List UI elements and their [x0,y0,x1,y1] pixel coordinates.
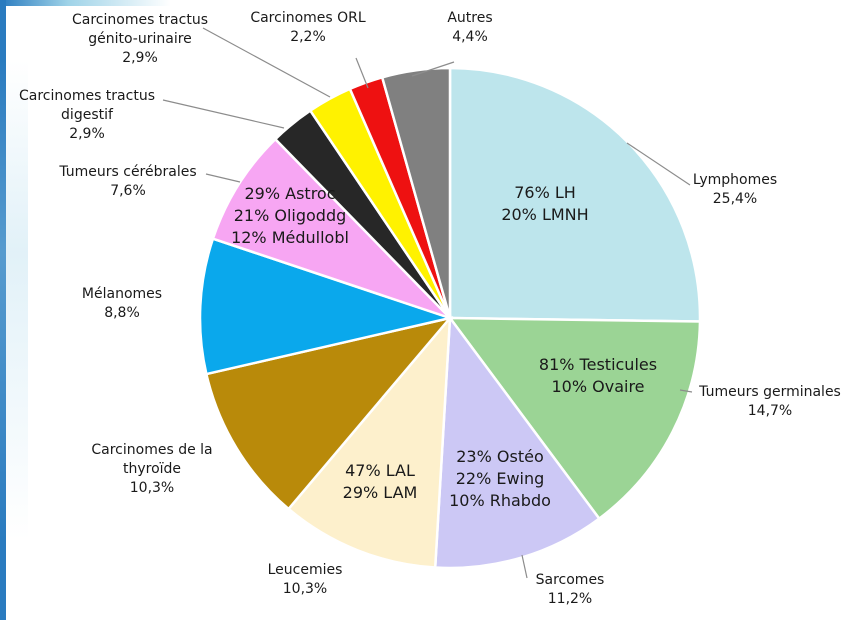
breakdown-line-germinales-2: 10% Ovaire [551,377,644,396]
breakdown-line-germinales-1: 81% Testicules [539,355,657,374]
slice-breakdown-sarcomes: 23% Ostéo 22% Ewing 10% Rhabdo [449,447,551,510]
slide-left-decoration [0,60,28,540]
breakdown-line-lymphomes-2: 20% LMNH [501,205,588,224]
slice-name-leucemies: Leucemies [268,562,343,578]
slice-percent-sarcomes: 11,2% [548,591,592,607]
slice-percent-genito: 2,9% [122,50,158,66]
slice-name-genito-line-1: Carcinomes tractus [72,12,208,28]
slice-percent-cerebrales: 7,6% [110,183,146,199]
leader-line-sarcomes [521,554,528,579]
slice-name-orl: Carcinomes ORL [250,10,366,26]
slice-breakdown-cerebrales: 29% Astroc 21% Oligoddg 12% Médullobl [231,184,349,247]
breakdown-line-leucemies-2: 29% LAM [343,483,418,502]
slice-percent-melanomes: 8,8% [104,305,140,321]
slice-percent-digestif: 2,9% [69,126,105,142]
leader-line-lymphomes [626,142,691,186]
slice-name-autres: Autres [447,10,492,26]
slice-name-cerebrales: Tumeurs cérébrales [58,164,196,180]
slice-breakdown-germinales: 81% Testicules 10% Ovaire [539,355,657,396]
slice-name-lymphomes: Lymphomes [693,172,777,188]
breakdown-line-cerebrales-3: 12% Médullobl [231,228,349,247]
slice-label-lymphomes: Lymphomes 25,4% [693,172,777,207]
slice-name-genito-line-2: génito-urinaire [88,31,192,47]
slice-label-thyroide: Carcinomes de la thyroïde 10,3% [91,442,212,496]
slice-name-thyroide-line-2: thyroïde [123,461,181,477]
pie-slice-lymphomes [448,66,702,323]
leader-line-orl [355,57,369,89]
breakdown-line-leucemies-1: 47% LAL [345,461,415,480]
pie-slice-germinales [447,316,702,521]
breakdown-line-lymphomes-1: 76% LH [514,183,576,202]
slice-name-thyroide-line-1: Carcinomes de la [91,442,212,458]
slice-percent-orl: 2,2% [290,29,326,45]
slice-name-melanomes: Mélanomes [82,286,162,302]
slice-label-melanomes: Mélanomes 8,8% [82,286,162,321]
slice-label-cerebrales: Tumeurs cérébrales 7,6% [58,164,196,199]
slice-percent-lymphomes: 25,4% [713,191,757,207]
pie-slice-cerebrales [211,137,451,320]
pie-slices [198,66,702,570]
breakdown-line-cerebrales-2: 21% Oligoddg [234,206,347,225]
slice-label-leucemies: Leucemies 10,3% [268,562,343,597]
slice-percent-leucemies: 10,3% [283,581,327,597]
slice-label-autres: Autres 4,4% [447,10,492,45]
slice-label-germinales: Tumeurs germinales 14,7% [698,384,841,419]
slice-percent-germinales: 14,7% [748,403,792,419]
slice-percent-autres: 4,4% [452,29,488,45]
breakdown-line-cerebrales-1: 29% Astroc [244,184,335,203]
slice-breakdowns: 76% LH 20% LMNH 81% Testicules 10% Ovaire 23… [231,183,657,510]
slice-label-sarcomes: Sarcomes 11,2% [536,572,605,607]
slice-name-digestif-line-2: digestif [61,107,114,123]
pie-slice-melanomes [198,237,455,376]
leader-line-genito [202,27,331,98]
slice-label-digestif: Carcinomes tractus digestif 2,9% [19,88,155,142]
breakdown-line-sarcomes-1: 23% Ostéo [456,447,543,466]
slice-name-sarcomes: Sarcomes [536,572,605,588]
leader-line-cerebrales [205,173,241,183]
slice-breakdown-leucemies: 47% LAL 29% LAM [343,461,418,502]
slice-percent-thyroide: 10,3% [130,480,174,496]
slice-label-genito: Carcinomes tractus génito-urinaire 2,9% [72,12,208,66]
slide-top-edge [0,0,854,6]
slide-left-edge [0,0,6,620]
slice-labels: Lymphomes 25,4% Tumeurs germinales 14,7% Sar… [19,10,841,607]
pie-slice-thyroide [204,315,454,511]
pie-slice-autres [380,66,452,319]
pie-slice-sarcomes [433,314,601,570]
pie-slice-leucemies [286,314,452,569]
leader-line-autres [411,61,455,77]
slice-name-digestif-line-1: Carcinomes tractus [19,88,155,104]
leader-lines [162,27,693,579]
slice-label-orl: Carcinomes ORL 2,2% [250,10,366,45]
leader-line-digestif [162,99,285,129]
slice-breakdown-lymphomes: 76% LH 20% LMNH [501,183,588,224]
leader-line-germinales [679,389,693,393]
breakdown-line-sarcomes-2: 22% Ewing [456,469,545,488]
breakdown-line-sarcomes-3: 10% Rhabdo [449,491,551,510]
slice-name-germinales: Tumeurs germinales [698,384,841,400]
